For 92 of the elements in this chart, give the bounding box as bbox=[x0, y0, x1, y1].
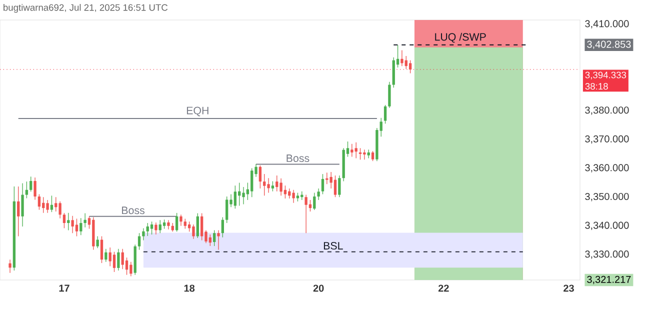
candlestick bbox=[130, 262, 132, 277]
candlestick bbox=[154, 222, 158, 235]
candlestick bbox=[250, 168, 254, 198]
candlestick bbox=[175, 212, 178, 232]
candlestick bbox=[313, 192, 316, 210]
candlestick bbox=[334, 175, 337, 198]
y-tick-label: 3,370.000 bbox=[585, 135, 629, 144]
x-tick-label: 22 bbox=[438, 284, 449, 292]
candlestick bbox=[180, 214, 182, 226]
candlestick bbox=[96, 236, 99, 248]
candlestick bbox=[408, 60, 412, 74]
y-tick-label: 3,360.000 bbox=[585, 164, 629, 172]
text: 38:18 bbox=[585, 83, 608, 90]
candlestick bbox=[304, 194, 308, 234]
candlestick bbox=[46, 200, 49, 214]
candlestick bbox=[150, 221, 154, 235]
y-tick-label: 3,410.000 bbox=[585, 20, 629, 28]
candlestick bbox=[350, 143, 354, 158]
series-label: EQH bbox=[186, 106, 208, 116]
candlestick bbox=[226, 196, 228, 224]
y-tick-label: 3,402.853 bbox=[587, 40, 631, 50]
candlestick bbox=[276, 175, 278, 192]
candlestick bbox=[54, 196, 58, 212]
candlestick bbox=[196, 212, 199, 238]
candlestick bbox=[371, 150, 374, 162]
x-tick-label: 20 bbox=[313, 284, 324, 292]
chart-title: bugtiwarna692, Jul 21, 2025 16:51 UTC bbox=[4, 4, 168, 13]
candlestick bbox=[121, 248, 124, 270]
candlestick bbox=[167, 220, 170, 230]
candlestick bbox=[200, 212, 204, 241]
candlestick bbox=[338, 175, 341, 198]
candlestick bbox=[384, 104, 387, 124]
candlestick bbox=[8, 259, 12, 274]
y-tick-label: 3,321.217 bbox=[587, 276, 631, 284]
candlestick bbox=[217, 230, 220, 250]
candlestick bbox=[242, 186, 245, 205]
candlestick bbox=[50, 195, 54, 212]
ref-line-label: 3,394.333 bbox=[585, 72, 626, 80]
candlestick bbox=[321, 174, 324, 195]
candlestick bbox=[100, 236, 104, 264]
series-label: Boss bbox=[286, 154, 310, 162]
candlestick bbox=[104, 248, 108, 262]
x-tick-label: 17 bbox=[59, 284, 70, 292]
candlestick bbox=[34, 177, 36, 200]
candlestick bbox=[25, 181, 28, 199]
candlestick bbox=[21, 182, 24, 227]
candlestick bbox=[80, 218, 82, 236]
candlestick bbox=[30, 176, 32, 192]
y-tick-label: 3,330.000 bbox=[585, 250, 629, 259]
series-label: Boss bbox=[122, 206, 144, 214]
y-tick-label: 3,340.000 bbox=[585, 222, 629, 230]
candlestick bbox=[234, 185, 237, 209]
candlestick bbox=[354, 142, 358, 159]
candlestick bbox=[38, 194, 41, 210]
candlestick bbox=[400, 50, 404, 66]
candlestick bbox=[108, 247, 112, 267]
candlestick bbox=[263, 174, 266, 196]
series-label: BSL bbox=[324, 242, 343, 250]
y-tick-label: 3,380.000 bbox=[585, 106, 629, 115]
candlestick bbox=[146, 222, 149, 236]
candlestick bbox=[363, 149, 366, 160]
x-tick-label: 18 bbox=[184, 284, 195, 292]
candlestick bbox=[292, 190, 295, 204]
candlestick bbox=[58, 201, 62, 219]
candlestick bbox=[358, 148, 362, 160]
candlestick bbox=[112, 251, 116, 272]
x-tick-label: 23 bbox=[564, 284, 574, 292]
candlestick bbox=[17, 186, 20, 237]
candlestick bbox=[142, 228, 145, 241]
candlestick bbox=[75, 218, 78, 237]
candlestick bbox=[317, 188, 320, 200]
candlestick bbox=[258, 165, 262, 189]
candlestick bbox=[208, 234, 212, 246]
candlestick bbox=[162, 219, 166, 230]
candlestick bbox=[388, 82, 391, 108]
candlestick bbox=[42, 196, 45, 214]
candlestick bbox=[192, 224, 195, 240]
candlestick bbox=[280, 178, 282, 196]
candlestick bbox=[84, 212, 86, 228]
series-label: LUQ /SWP bbox=[435, 32, 486, 43]
candlestick bbox=[212, 230, 216, 246]
y-tick-label: 3,350.000 bbox=[585, 192, 629, 202]
candlestick bbox=[71, 215, 74, 234]
candlestick bbox=[62, 212, 66, 229]
candlestick bbox=[138, 232, 141, 250]
candlestick bbox=[267, 178, 270, 194]
candlestick bbox=[184, 218, 186, 230]
candlestick bbox=[221, 216, 224, 238]
candlestick bbox=[117, 248, 120, 271]
candlestick bbox=[67, 212, 70, 231]
candlestick bbox=[326, 172, 328, 184]
candlestick bbox=[271, 180, 274, 192]
